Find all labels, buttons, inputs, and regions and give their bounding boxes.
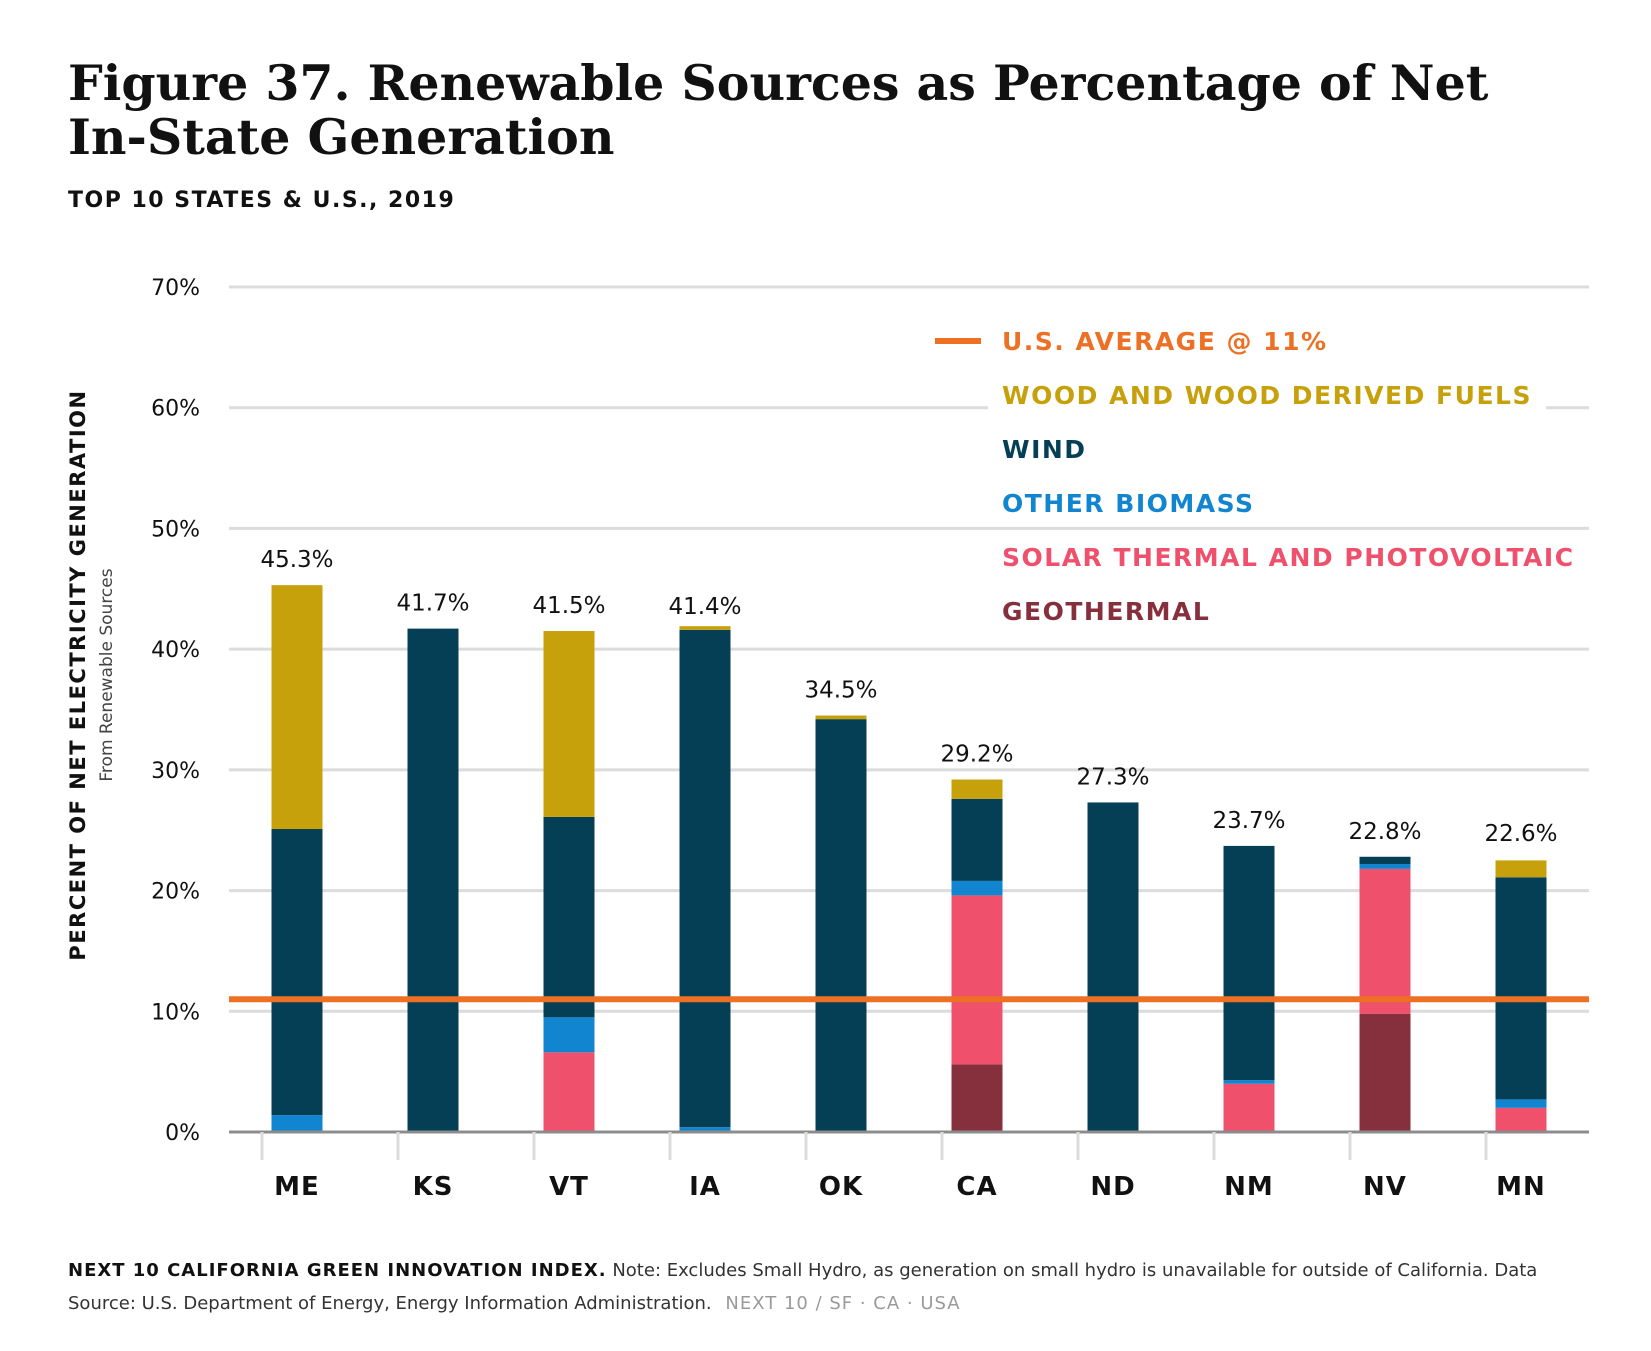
bar-segment <box>1087 802 1139 1132</box>
legend-label: WOOD AND WOOD DERIVED FUELS <box>1002 381 1532 410</box>
chart-subtitle: TOP 10 STATES & U.S., 2019 <box>68 188 456 213</box>
footnote-brand: NEXT 10 / SF · CA · USA <box>725 1293 961 1314</box>
total-labels: 45.3% 41.7% 41.5% 41.4% 34.5% 29.2% 27.3% 23.7%… <box>260 547 1557 847</box>
bar-segment <box>271 585 323 830</box>
bar-segment <box>1359 868 1411 1014</box>
bar-segment <box>543 631 595 817</box>
y-tick-label: 70% <box>151 276 200 301</box>
legend-label-background <box>988 590 1225 630</box>
legend-label-background <box>988 482 1269 522</box>
y-axis-tick-labels: 0% 10% 20% 30% 40% 50% 60% 70% <box>151 276 200 1146</box>
bar-segment <box>815 719 867 1132</box>
y-tick-label: 10% <box>151 1000 200 1025</box>
bar-segment <box>951 779 1003 799</box>
bar-segment <box>543 1052 595 1132</box>
bar-total-label: 22.6% <box>1484 821 1557 847</box>
footnote: NEXT 10 CALIFORNIA GREEN INNOVATION INDE… <box>68 1254 1568 1320</box>
x-tick-label: IA <box>689 1172 721 1202</box>
footnote-source: NEXT 10 CALIFORNIA GREEN INNOVATION INDE… <box>68 1260 607 1281</box>
legend-label: WIND <box>1002 435 1087 464</box>
bar-segment <box>951 1064 1003 1132</box>
legend-label-background <box>988 536 1589 576</box>
y-tick-label: 30% <box>151 759 200 784</box>
chart-title: Figure 37. Renewable Sources as Percenta… <box>68 54 1489 166</box>
bar-segment <box>1223 1080 1275 1084</box>
bar-segment <box>951 895 1003 1065</box>
y-tick-label: 20% <box>151 880 200 905</box>
bar-segment <box>1495 1099 1547 1108</box>
bar-total-label: 22.8% <box>1348 819 1421 845</box>
y-axis-sublabel: From Renewable Sources <box>97 568 117 781</box>
footnote-text: Note: Excludes Small Hydro, as generatio… <box>68 1260 1538 1314</box>
x-tick-label: ME <box>274 1172 320 1202</box>
x-tick-label: MN <box>1496 1172 1546 1202</box>
x-axis: ME KS VT IA OK CA ND NM NV MN <box>229 1130 1589 1202</box>
x-tick-label: NM <box>1224 1172 1274 1202</box>
legend-label-background <box>988 320 1342 360</box>
legend-label: U.S. AVERAGE @ 11% <box>1002 327 1328 356</box>
y-axis-label: PERCENT OF NET ELECTRICITY GENERATION <box>66 389 90 960</box>
legend-label-background <box>988 374 1546 414</box>
bar-segment <box>679 626 731 630</box>
legend-label: SOLAR THERMAL AND PHOTOVOLTAIC <box>1002 543 1575 572</box>
legend-label: OTHER BIOMASS <box>1002 489 1254 518</box>
bar-segment <box>815 715 867 720</box>
bar-segment <box>679 629 731 1128</box>
bar-segment <box>543 1017 595 1053</box>
y-axis-title: PERCENT OF NET ELECTRICITY GENERATION Fr… <box>66 389 117 960</box>
x-tick-label: NV <box>1363 1172 1407 1202</box>
legend-label: GEOTHERMAL <box>1002 597 1210 626</box>
y-tick-label: 40% <box>151 638 200 663</box>
x-tick-label: OK <box>819 1172 863 1202</box>
x-tick-label: ND <box>1090 1172 1135 1202</box>
bar-segment <box>271 829 323 1116</box>
bar-total-label: 41.5% <box>532 593 605 619</box>
bar-segment <box>1359 856 1411 865</box>
bar-total-label: 34.5% <box>804 678 877 704</box>
x-tick-label: VT <box>549 1172 589 1202</box>
bar-total-label: 27.3% <box>1076 764 1149 790</box>
bar-segment <box>271 1115 323 1132</box>
y-tick-label: 50% <box>151 517 200 542</box>
bar-segment <box>951 880 1003 896</box>
y-tick-label: 60% <box>151 397 200 422</box>
bar-total-label: 29.2% <box>940 742 1013 768</box>
bar-total-label: 41.4% <box>668 594 741 620</box>
bar-segment <box>1495 877 1547 1100</box>
y-tick-label: 0% <box>165 1121 200 1146</box>
bar-segment <box>1495 1107 1547 1132</box>
bar-segment <box>679 1127 731 1132</box>
bar-segment <box>1223 845 1275 1081</box>
legend-label-background <box>988 428 1101 468</box>
bar-segment <box>543 816 595 1018</box>
bar-segment <box>1359 1013 1411 1132</box>
bar-segment <box>1223 1083 1275 1132</box>
bar-total-label: 23.7% <box>1212 808 1285 834</box>
x-tick-label: CA <box>956 1172 997 1202</box>
bar-segment <box>1495 860 1547 878</box>
bar-total-label: 41.7% <box>396 591 469 617</box>
legend: U.S. AVERAGE @ 11% WOOD AND WOOD DERIVED … <box>935 320 1589 630</box>
bar-segment <box>407 628 459 1132</box>
bar-total-label: 45.3% <box>260 547 333 573</box>
bar-segment <box>951 798 1003 881</box>
bar-segment <box>1359 864 1411 869</box>
bars <box>271 585 1547 1132</box>
x-tick-label: KS <box>413 1172 454 1202</box>
